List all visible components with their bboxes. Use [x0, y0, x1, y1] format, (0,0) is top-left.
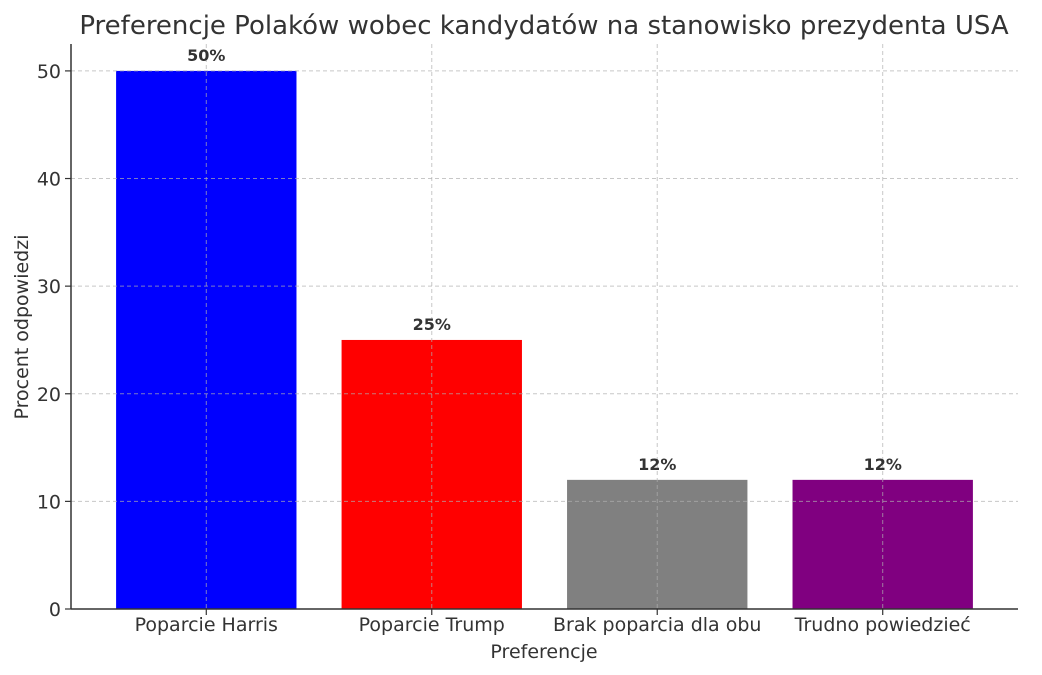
x-tick-label: Poparcie Harris [135, 614, 278, 636]
data-label: 25% [413, 315, 451, 334]
y-axis-label: Procent odpowiedzi [11, 235, 33, 420]
x-tick-label: Poparcie Trump [359, 614, 505, 636]
bars [116, 70, 973, 609]
chart-title: Preferencje Polaków wobec kandydatów na … [79, 11, 1009, 41]
y-tick-label: 20 [37, 384, 61, 406]
data-label: 50% [187, 46, 225, 65]
data-label: 12% [864, 455, 902, 474]
y-tick-label: 0 [49, 599, 61, 621]
data-labels: 50% 25% 12% 12% [187, 46, 902, 474]
data-label: 12% [638, 455, 676, 474]
x-axis-label: Preferencje [490, 641, 597, 663]
x-tick-label: Trudno powiedzieć [794, 614, 971, 636]
x-tick-label: Brak poparcia dla obu [553, 614, 761, 636]
y-tick-label: 30 [37, 276, 61, 298]
axes: 0 10 20 30 40 50 Poparcie Harris Poparcie Trump… [37, 44, 1018, 636]
y-tick-label: 50 [37, 61, 61, 83]
y-tick-label: 10 [37, 491, 61, 513]
y-tick-label: 40 [37, 169, 61, 191]
